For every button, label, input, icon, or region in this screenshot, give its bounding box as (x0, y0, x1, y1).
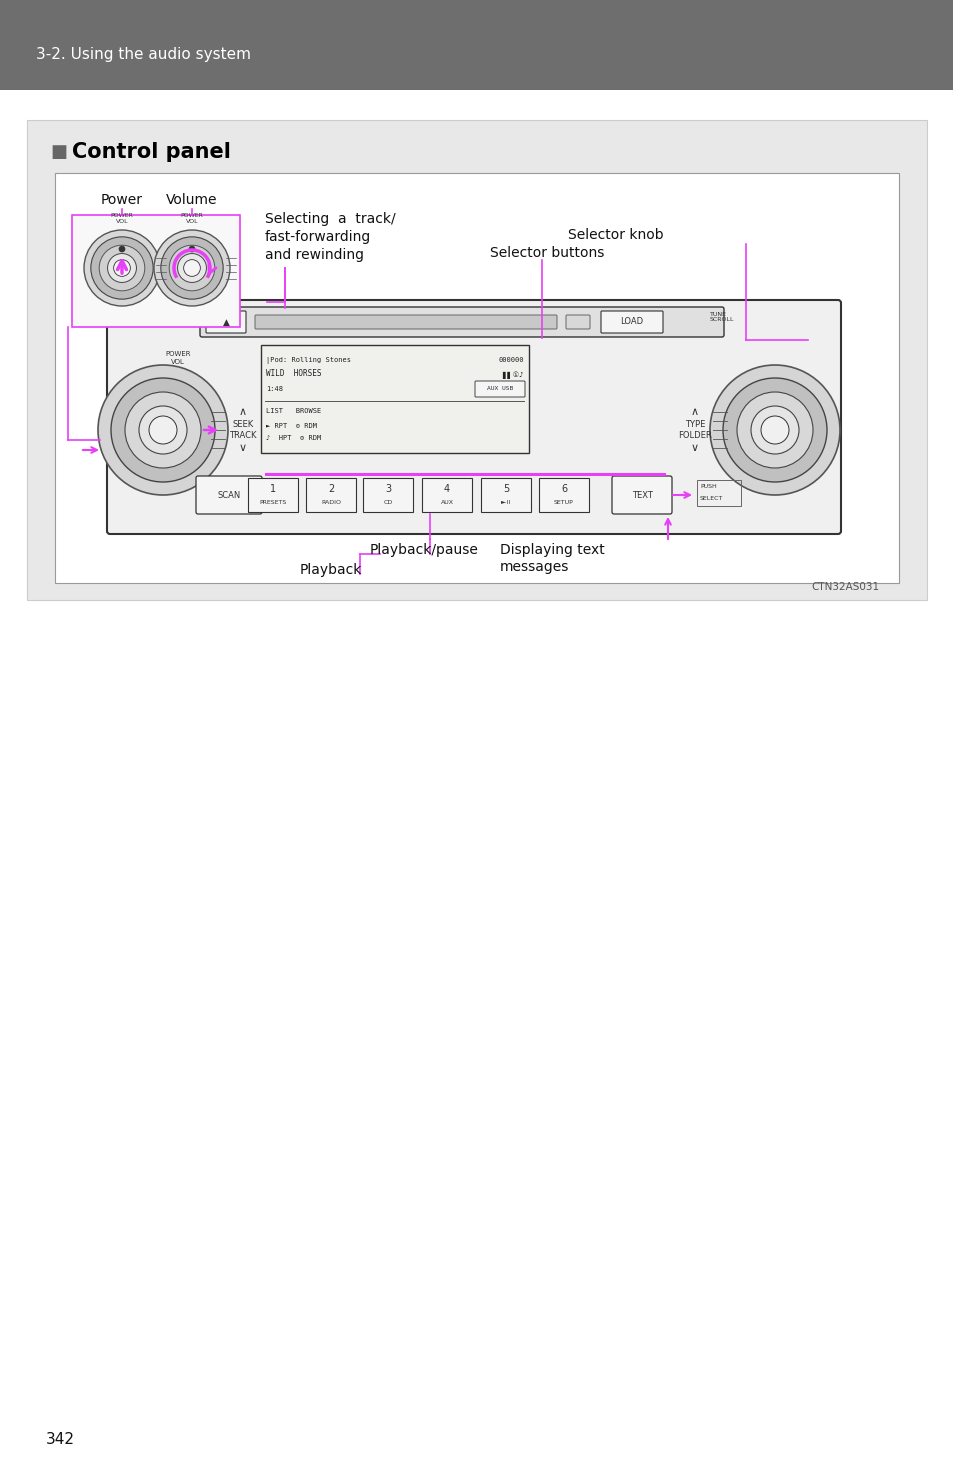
Text: 000000: 000000 (498, 357, 523, 363)
Circle shape (177, 254, 206, 282)
FancyBboxPatch shape (254, 316, 557, 329)
Text: ►·II: ►·II (500, 500, 511, 506)
FancyBboxPatch shape (248, 478, 297, 512)
Text: SELECT: SELECT (700, 496, 722, 500)
Bar (0, 0, 953, 90)
FancyBboxPatch shape (363, 478, 413, 512)
Bar (71, 215, 240, 327)
Circle shape (91, 237, 153, 299)
FancyBboxPatch shape (55, 173, 898, 583)
Circle shape (98, 364, 228, 496)
Circle shape (149, 416, 177, 444)
FancyBboxPatch shape (206, 311, 246, 333)
FancyBboxPatch shape (421, 478, 472, 512)
Text: AUX: AUX (440, 500, 453, 506)
Text: POWER
VOL: POWER VOL (180, 214, 203, 224)
FancyBboxPatch shape (600, 311, 662, 333)
Circle shape (111, 378, 214, 482)
Circle shape (84, 230, 160, 305)
Circle shape (722, 378, 826, 482)
FancyBboxPatch shape (306, 478, 355, 512)
Text: TUNE
SCROLL: TUNE SCROLL (709, 311, 734, 323)
Text: Volume: Volume (166, 193, 217, 206)
Text: PUSH: PUSH (700, 484, 716, 488)
Text: Selecting  a  track/: Selecting a track/ (265, 212, 395, 226)
FancyBboxPatch shape (200, 307, 723, 336)
Text: messages: messages (499, 560, 569, 574)
Text: 1: 1 (270, 484, 275, 494)
Text: LIST   BROWSE: LIST BROWSE (266, 409, 321, 414)
Text: fast-forwarding: fast-forwarding (265, 230, 371, 243)
Text: TEXT: TEXT (631, 491, 652, 500)
Text: ▌▌①♪: ▌▌①♪ (502, 372, 523, 379)
FancyBboxPatch shape (538, 478, 588, 512)
Text: 2: 2 (328, 484, 334, 494)
Text: and rewinding: and rewinding (265, 248, 364, 263)
Text: CTN32AS031: CTN32AS031 (811, 583, 879, 591)
Circle shape (153, 230, 230, 305)
Text: Playback: Playback (299, 563, 362, 577)
Text: ■: ■ (50, 143, 67, 161)
Text: 6: 6 (560, 484, 566, 494)
Text: Control panel: Control panel (71, 142, 231, 162)
Text: Playback/pause: Playback/pause (370, 543, 478, 558)
Circle shape (183, 260, 200, 276)
Circle shape (125, 392, 201, 468)
Text: 3-2. Using the audio system: 3-2. Using the audio system (36, 47, 251, 62)
FancyBboxPatch shape (261, 345, 529, 453)
Text: POWER
VOL: POWER VOL (111, 214, 133, 224)
Text: TYPE
FOLDER: TYPE FOLDER (678, 420, 711, 440)
Bar (697, 479, 740, 506)
Circle shape (189, 246, 194, 252)
Text: SCAN: SCAN (217, 491, 240, 500)
Text: WILD  HORSES: WILD HORSES (266, 370, 321, 379)
Text: |Pod: Rolling Stones: |Pod: Rolling Stones (266, 357, 351, 363)
Circle shape (161, 237, 223, 299)
Text: ∧: ∧ (690, 407, 699, 417)
Text: ♪  HPT  ⊙ RDM: ♪ HPT ⊙ RDM (266, 435, 321, 441)
Text: Displaying text: Displaying text (499, 543, 604, 558)
FancyBboxPatch shape (480, 478, 531, 512)
Text: CD: CD (383, 500, 393, 506)
FancyBboxPatch shape (195, 476, 262, 513)
Circle shape (113, 260, 131, 276)
Text: Selector buttons: Selector buttons (490, 246, 604, 260)
FancyBboxPatch shape (27, 119, 926, 600)
Text: 3: 3 (384, 484, 391, 494)
Text: Power: Power (101, 193, 143, 206)
Circle shape (709, 364, 840, 496)
Circle shape (750, 406, 799, 454)
Text: 4: 4 (443, 484, 450, 494)
Text: SEEK
TRACK: SEEK TRACK (229, 420, 256, 440)
Circle shape (99, 245, 145, 291)
Circle shape (108, 254, 136, 282)
Text: Selector knob: Selector knob (567, 229, 663, 242)
Text: SETUP: SETUP (554, 500, 574, 506)
FancyBboxPatch shape (612, 476, 671, 513)
FancyBboxPatch shape (107, 299, 841, 534)
Text: 5: 5 (502, 484, 509, 494)
Circle shape (760, 416, 788, 444)
Circle shape (119, 246, 125, 252)
Circle shape (737, 392, 812, 468)
Text: 342: 342 (46, 1432, 75, 1447)
Text: ∧: ∧ (238, 407, 247, 417)
Text: ∨: ∨ (690, 442, 699, 453)
Circle shape (139, 406, 187, 454)
Text: AUX USB: AUX USB (486, 386, 513, 391)
FancyBboxPatch shape (565, 316, 589, 329)
Text: POWER
VOL: POWER VOL (165, 351, 191, 364)
Text: ∨: ∨ (238, 442, 247, 453)
Text: PRESETS: PRESETS (259, 500, 286, 506)
Text: RADIO: RADIO (320, 500, 340, 506)
Circle shape (169, 245, 214, 291)
Text: ► RPT  ⊙ RDM: ► RPT ⊙ RDM (266, 423, 316, 429)
Text: LOAD: LOAD (619, 317, 643, 326)
FancyBboxPatch shape (475, 381, 524, 397)
Text: ▲: ▲ (222, 317, 230, 326)
Text: 1:48: 1:48 (266, 386, 283, 392)
